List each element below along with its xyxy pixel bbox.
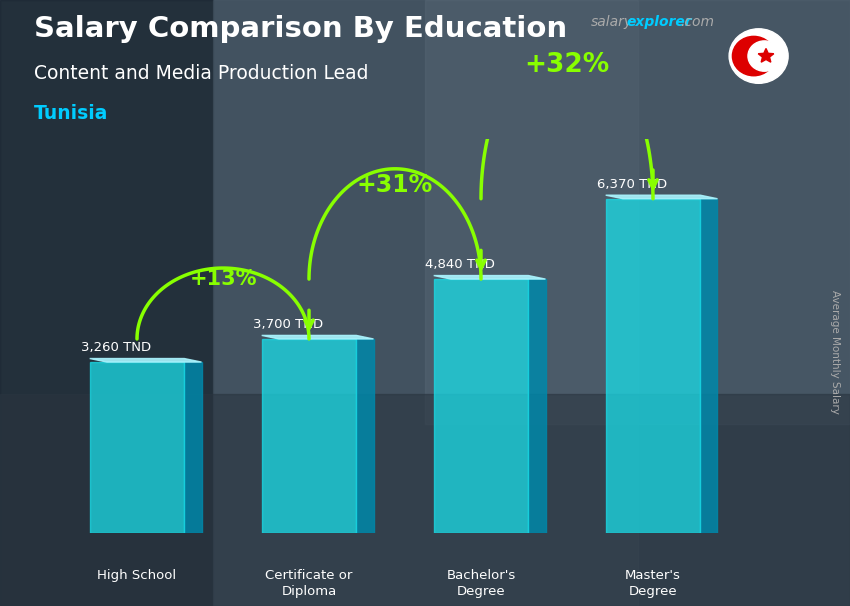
Circle shape bbox=[733, 36, 775, 76]
Polygon shape bbox=[262, 335, 373, 339]
Text: Tunisia: Tunisia bbox=[34, 104, 109, 123]
Polygon shape bbox=[356, 339, 373, 533]
Text: Average Monthly Salary: Average Monthly Salary bbox=[830, 290, 840, 413]
Polygon shape bbox=[434, 276, 546, 279]
Text: Certificate or
Diploma: Certificate or Diploma bbox=[265, 568, 353, 598]
Text: +13%: +13% bbox=[190, 268, 257, 288]
Circle shape bbox=[748, 41, 781, 72]
Text: 4,840 TND: 4,840 TND bbox=[425, 258, 495, 271]
Text: +32%: +32% bbox=[524, 52, 609, 78]
Bar bbox=[0, 394, 850, 606]
Text: +31%: +31% bbox=[357, 173, 434, 198]
Bar bbox=[0, 0, 212, 606]
Text: Master's
Degree: Master's Degree bbox=[625, 568, 681, 598]
Polygon shape bbox=[700, 199, 717, 533]
Text: explorer: explorer bbox=[626, 15, 692, 29]
Polygon shape bbox=[758, 48, 774, 62]
Text: Bachelor's
Degree: Bachelor's Degree bbox=[446, 568, 516, 598]
Text: salary: salary bbox=[591, 15, 633, 29]
Text: Content and Media Production Lead: Content and Media Production Lead bbox=[34, 64, 369, 82]
Polygon shape bbox=[529, 279, 546, 533]
Bar bbox=[606, 199, 700, 533]
Polygon shape bbox=[184, 362, 201, 533]
Polygon shape bbox=[606, 195, 717, 199]
Bar bbox=[90, 362, 184, 533]
Text: .com: .com bbox=[680, 15, 714, 29]
Bar bbox=[212, 0, 638, 606]
Text: 3,260 TND: 3,260 TND bbox=[81, 341, 151, 354]
Text: 3,700 TND: 3,700 TND bbox=[253, 318, 323, 331]
Bar bbox=[425, 0, 850, 424]
Bar bbox=[434, 279, 529, 533]
Polygon shape bbox=[90, 359, 201, 362]
Circle shape bbox=[729, 29, 788, 84]
Bar bbox=[262, 339, 356, 533]
Text: 6,370 TND: 6,370 TND bbox=[597, 178, 667, 191]
Text: High School: High School bbox=[98, 568, 177, 582]
Text: Salary Comparison By Education: Salary Comparison By Education bbox=[34, 15, 567, 43]
